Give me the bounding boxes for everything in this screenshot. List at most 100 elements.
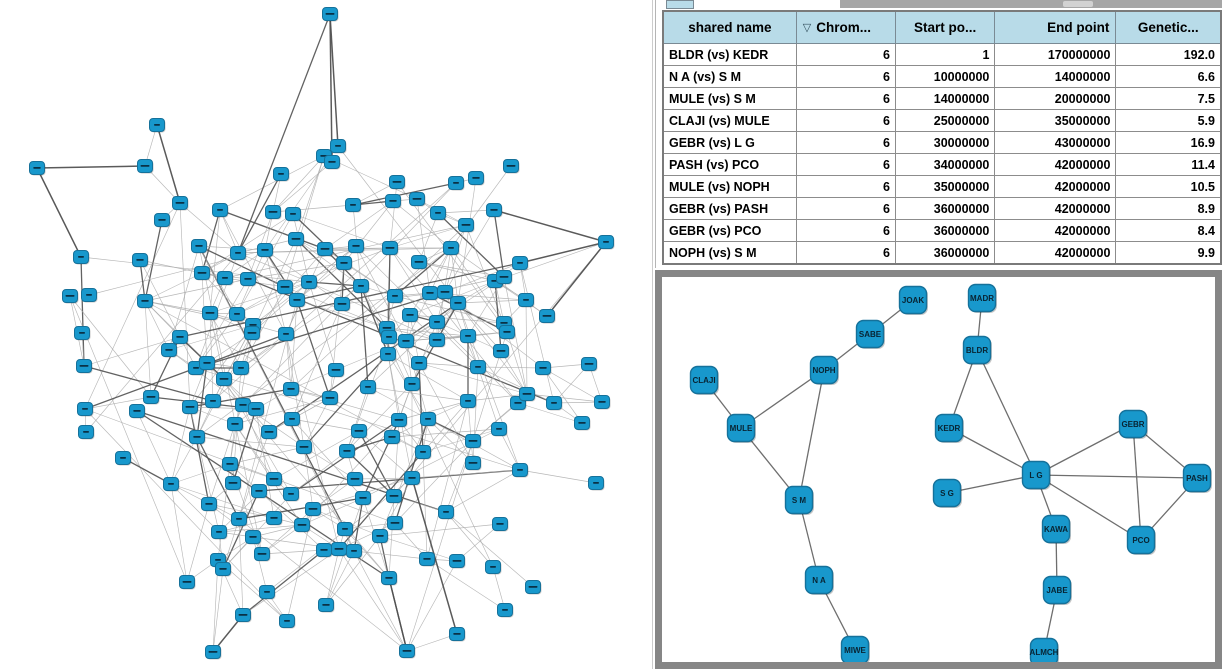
network-node[interactable] [492, 517, 509, 532]
table-cell-genetic[interactable]: 8.9 [1115, 197, 1222, 220]
network-node[interactable] [278, 327, 295, 342]
network-node[interactable] [334, 297, 351, 312]
table-row[interactable]: GEBR (vs) PCO 6 36000000 42000000 8.4 [662, 219, 1222, 242]
table-cell-end_point[interactable]: 14000000 [994, 65, 1117, 88]
network-node[interactable] [402, 308, 419, 323]
subnetwork-node-MULE[interactable]: MULE [726, 413, 757, 444]
network-node[interactable] [339, 444, 356, 459]
table-cell-chromosome[interactable]: 6 [795, 241, 896, 265]
network-node[interactable] [265, 205, 282, 220]
network-node[interactable] [225, 476, 242, 491]
network-node[interactable] [317, 242, 334, 257]
network-node[interactable] [499, 325, 516, 340]
table-cell-genetic[interactable]: 8.4 [1115, 219, 1222, 242]
network-node[interactable] [163, 477, 180, 492]
scrollbar-thumb[interactable] [1063, 1, 1093, 7]
network-node[interactable] [205, 394, 222, 409]
network-node[interactable] [503, 159, 520, 174]
network-node[interactable] [254, 547, 271, 562]
table-cell-end_point[interactable]: 170000000 [994, 43, 1117, 66]
network-node[interactable] [468, 171, 485, 186]
subnetwork-node-JABE[interactable]: JABE [1042, 575, 1073, 606]
network-node[interactable] [443, 241, 460, 256]
network-node[interactable] [179, 575, 196, 590]
network-node[interactable] [380, 347, 397, 362]
column-header-end_point[interactable]: End point [994, 10, 1117, 44]
network-node[interactable] [384, 430, 401, 445]
network-node[interactable] [460, 394, 477, 409]
table-cell-start_point[interactable]: 14000000 [894, 87, 996, 110]
network-node[interactable] [409, 192, 426, 207]
network-node[interactable] [115, 451, 132, 466]
network-node[interactable] [81, 288, 98, 303]
network-node[interactable] [233, 361, 250, 376]
network-node[interactable] [470, 360, 487, 375]
network-node[interactable] [245, 530, 262, 545]
subnetwork-edge-BLDR-LG[interactable] [976, 349, 1037, 476]
table-cell-chromosome[interactable]: 6 [795, 43, 896, 66]
network-node[interactable] [182, 400, 199, 415]
table-row[interactable]: N A (vs) S M 6 10000000 14000000 6.6 [662, 65, 1222, 88]
table-cell-end_point[interactable]: 42000000 [994, 197, 1117, 220]
network-node[interactable] [288, 232, 305, 247]
network-node[interactable] [305, 502, 322, 517]
network-node[interactable] [588, 476, 605, 491]
network-node[interactable] [294, 518, 311, 533]
network-node[interactable] [277, 280, 294, 295]
network-node[interactable] [215, 562, 232, 577]
table-cell-genetic[interactable]: 192.0 [1115, 43, 1222, 66]
table-cell-shared_name[interactable]: N A (vs) S M [662, 65, 797, 88]
subnetwork-node-MADR[interactable]: MADR [967, 283, 998, 314]
network-node[interactable] [381, 571, 398, 586]
network-node[interactable] [594, 395, 611, 410]
table-row[interactable]: CLAJI (vs) MULE 6 25000000 35000000 5.9 [662, 109, 1222, 132]
network-node[interactable] [486, 203, 503, 218]
network-node[interactable] [460, 329, 477, 344]
network-node[interactable] [129, 404, 146, 419]
network-node[interactable] [296, 440, 313, 455]
table-cell-genetic[interactable]: 16.9 [1115, 131, 1222, 154]
table-cell-start_point[interactable]: 30000000 [894, 131, 996, 154]
network-node[interactable] [285, 207, 302, 222]
network-node[interactable] [74, 326, 91, 341]
network-node[interactable] [449, 627, 466, 642]
table-cell-chromosome[interactable]: 6 [795, 109, 896, 132]
network-node[interactable] [449, 554, 466, 569]
subnetwork-node-PCO[interactable]: PCO [1126, 525, 1157, 556]
network-node[interactable] [216, 372, 233, 387]
table-cell-shared_name[interactable]: MULE (vs) NOPH [662, 175, 797, 198]
network-node[interactable] [199, 356, 216, 371]
network-node[interactable] [137, 159, 154, 174]
table-cell-start_point[interactable]: 34000000 [894, 153, 996, 176]
scrollbar-track[interactable] [840, 0, 1222, 8]
network-node[interactable] [301, 275, 318, 290]
network-node[interactable] [346, 544, 363, 559]
network-node[interactable] [345, 198, 362, 213]
subnetwork-node-SABE[interactable]: SABE [855, 319, 886, 350]
network-node[interactable] [337, 522, 354, 537]
network-node[interactable] [525, 580, 542, 595]
table-cell-start_point[interactable]: 25000000 [894, 109, 996, 132]
network-node[interactable] [201, 497, 218, 512]
subnetwork-edge-LG-PCO[interactable] [1035, 474, 1142, 541]
table-cell-chromosome[interactable]: 6 [795, 197, 896, 220]
network-node[interactable] [420, 412, 437, 427]
network-node[interactable] [546, 396, 563, 411]
network-node[interactable] [389, 175, 406, 190]
network-node[interactable] [485, 560, 502, 575]
network-node[interactable] [331, 542, 348, 557]
table-cell-start_point[interactable]: 1 [894, 43, 996, 66]
network-node[interactable] [235, 608, 252, 623]
network-node[interactable] [161, 343, 178, 358]
network-node[interactable] [283, 487, 300, 502]
network-node[interactable] [211, 525, 228, 540]
network-node[interactable] [398, 334, 415, 349]
table-cell-start_point[interactable]: 10000000 [894, 65, 996, 88]
network-node[interactable] [355, 491, 372, 506]
network-node[interactable] [539, 309, 556, 324]
table-row[interactable]: MULE (vs) NOPH 6 35000000 42000000 10.5 [662, 175, 1222, 198]
table-cell-end_point[interactable]: 43000000 [994, 131, 1117, 154]
table-cell-chromosome[interactable]: 6 [795, 219, 896, 242]
table-cell-genetic[interactable]: 9.9 [1115, 241, 1222, 265]
network-node[interactable] [415, 445, 432, 460]
